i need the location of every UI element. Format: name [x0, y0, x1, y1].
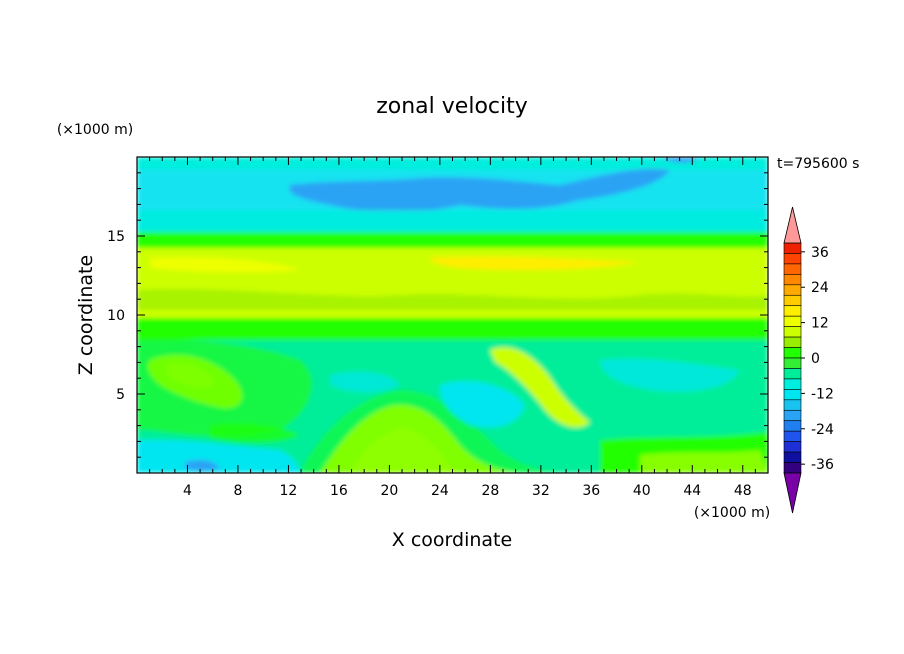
- x-tick-label: 48: [734, 483, 752, 499]
- x-axis-ticks: 4 8 12 16 20 24 28 32 36 40 44 48: [149, 157, 756, 499]
- blob-bottom-left: [137, 439, 300, 473]
- colorbar-swatch: [783, 294, 802, 307]
- y-axis-ticks: 5 10 15: [107, 172, 768, 458]
- colorbar-swatch: [783, 242, 802, 254]
- x-tick-label: 8: [233, 483, 242, 499]
- blob-left-green: [137, 339, 312, 437]
- x-tick-label: 4: [183, 483, 192, 499]
- x-tick-label: 20: [380, 483, 398, 499]
- y-tick-label: 10: [107, 308, 125, 324]
- band-green-line: [137, 232, 768, 248]
- y-tick-label: 15: [107, 229, 125, 245]
- band-light-cyan-upper: [137, 210, 768, 232]
- colorbar-swatch: [783, 357, 802, 369]
- blob-yellow-upper: [150, 257, 300, 273]
- y-tick-label: 5: [116, 387, 125, 403]
- blob-cyan-center: [439, 381, 525, 428]
- colorbar-swatch: [783, 263, 802, 275]
- x-tick-label: 36: [582, 483, 600, 499]
- colorbar-tick-label: 12: [811, 316, 829, 332]
- colorbar-tick-label: -12: [811, 386, 834, 402]
- x-tick-label: 24: [431, 483, 449, 499]
- colorbar-swatch: [783, 326, 802, 338]
- band-green-mid: [137, 318, 768, 340]
- colorbar-swatch: [783, 409, 802, 422]
- blob-green-band-lower: [137, 288, 768, 310]
- blob-upper-blue: [289, 168, 670, 213]
- colorbar-tick-label: 0: [811, 351, 820, 367]
- colorbar-tick-label: -24: [811, 422, 834, 438]
- blob-bottom-green-left: [210, 423, 300, 443]
- x-unit-label: (×1000 m): [694, 505, 770, 521]
- colorbar-lower-extend: [783, 472, 802, 514]
- colorbar-swatch: [783, 347, 802, 359]
- blob-right-diagonal: [490, 347, 590, 428]
- colorbar-swatch: [783, 305, 802, 317]
- velocity-field: [137, 157, 768, 473]
- colorbar-tick-label: 24: [811, 280, 829, 296]
- blob-bottom-left-blue: [185, 460, 220, 471]
- x-tick-label: 32: [532, 483, 550, 499]
- blob-cyan-mid-left: [330, 371, 400, 393]
- y-axis-label: Z coordinate: [75, 255, 97, 375]
- colorbar-swatch: [783, 315, 802, 327]
- colorbar-swatch: [783, 451, 802, 463]
- colorbar-tick-label: -36: [811, 457, 834, 473]
- blob-yellow-central: [430, 256, 640, 270]
- chart-title: zonal velocity: [376, 94, 528, 119]
- colorbar-swatch: [783, 441, 802, 453]
- colorbar-swatch: [783, 399, 802, 411]
- field-smoothed-layer: [137, 157, 768, 473]
- colorbar-swatch: [783, 378, 802, 390]
- x-tick-label: 40: [633, 483, 651, 499]
- colorbar-tick-label: 36: [811, 245, 829, 261]
- colorbar-swatch: [783, 462, 802, 474]
- colorbar-swatch: [783, 389, 802, 401]
- blob-cyan-right: [600, 358, 740, 392]
- colorbar-swatch: [783, 336, 802, 348]
- x-tick-label: 44: [683, 483, 701, 499]
- blob-center-green: [300, 390, 560, 473]
- x-tick-label: 28: [481, 483, 499, 499]
- y-unit-label: (×1000 m): [57, 122, 133, 138]
- colorbar: 36 24 12 0 -12 -24 -36: [783, 206, 834, 514]
- time-label: t=795600 s: [777, 156, 859, 172]
- colorbar-swatch: [783, 368, 802, 380]
- colorbar-swatch: [783, 420, 802, 432]
- x-tick-label: 16: [330, 483, 348, 499]
- blob-bottom-right-yellow: [640, 450, 768, 473]
- colorbar-swatch: [783, 284, 802, 296]
- colorbar-swatch: [783, 274, 802, 286]
- x-axis-label: X coordinate: [392, 529, 512, 551]
- colorbar-swatch: [783, 430, 802, 442]
- x-tick-label: 12: [280, 483, 298, 499]
- colorbar-upper-extend: [783, 206, 802, 244]
- colorbar-swatch: [783, 253, 802, 265]
